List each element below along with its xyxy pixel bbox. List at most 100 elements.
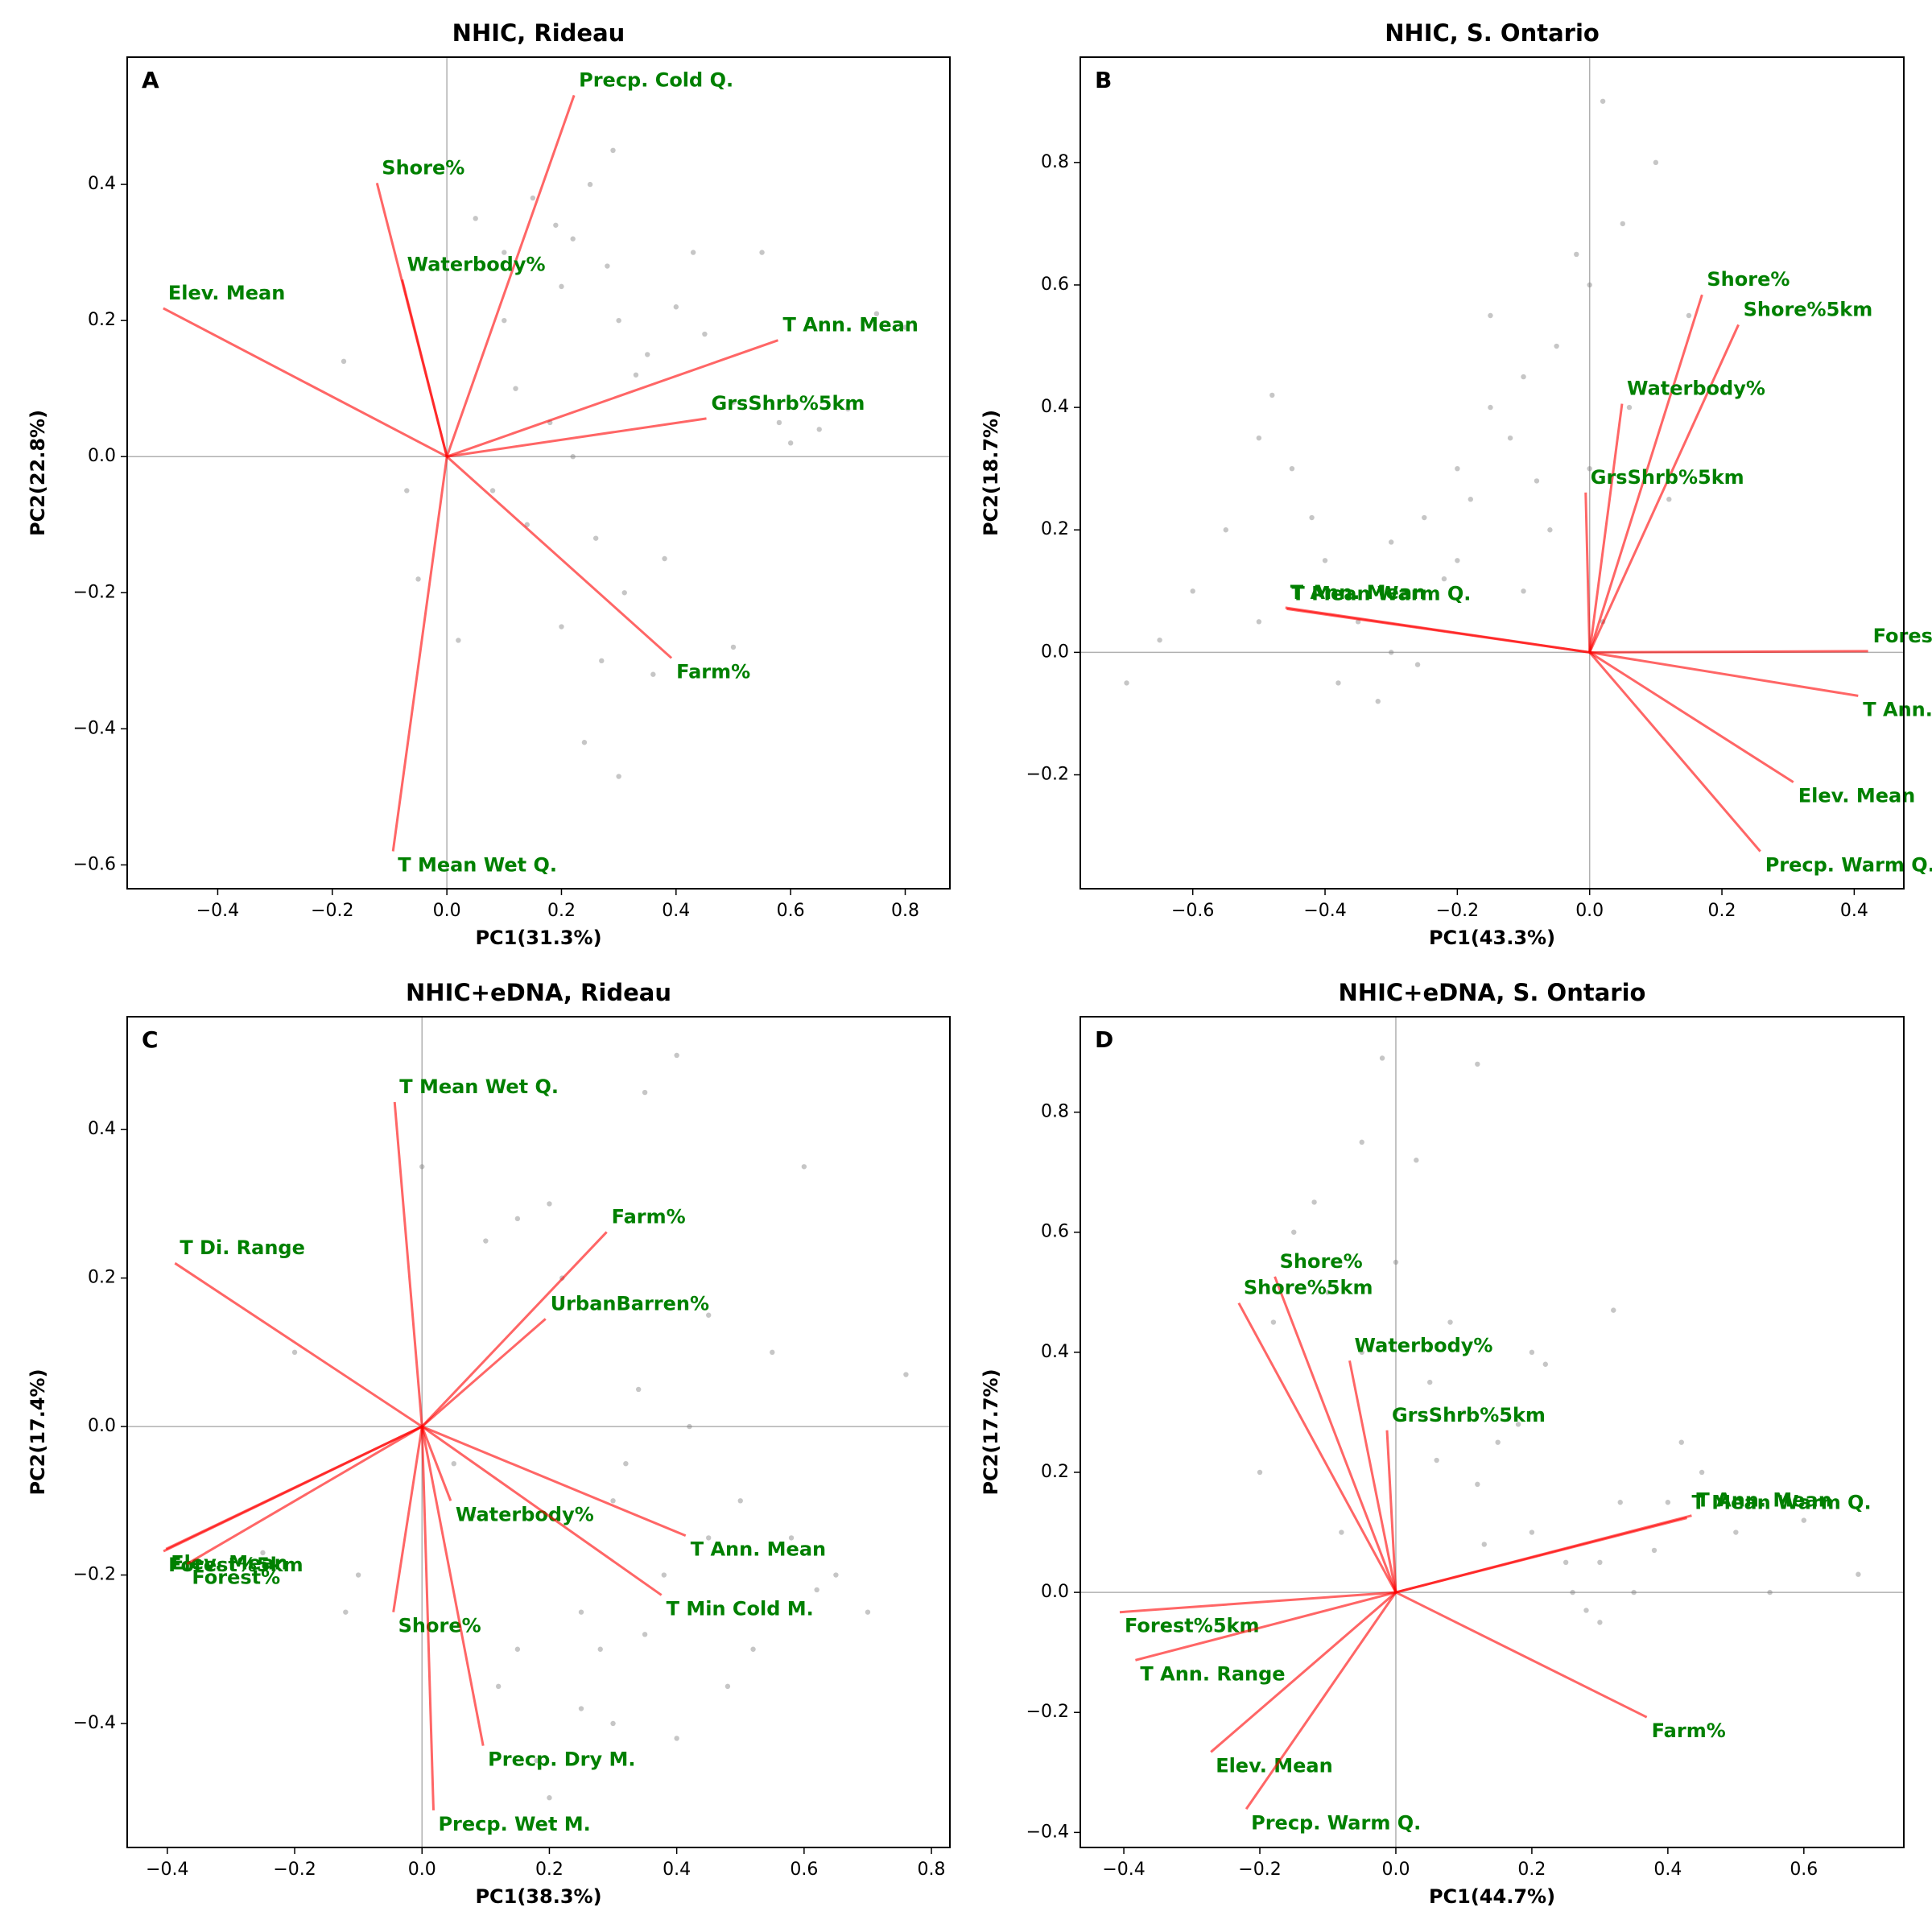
score-point [1124,680,1129,686]
loading-arrow [392,1426,423,1612]
y-tick-label: −0.2 [1026,765,1069,785]
loading-arrow [420,1426,435,1810]
y-tick-label: 0.4 [1041,397,1069,417]
score-point [1651,1547,1657,1554]
x-tick-label: 0.0 [433,901,461,921]
x-axis-label: PC1(44.7%) [1429,1885,1555,1908]
score-point [597,1646,603,1652]
x-tick-label: 0.4 [1653,1860,1682,1880]
x-tick-label: −0.2 [273,1860,316,1880]
score-point [1289,465,1295,472]
score-point [730,399,737,405]
score-point [1475,1481,1480,1488]
loading-label: Shore% [1280,1250,1363,1273]
loading-arrow [1584,492,1591,653]
y-tick-label: 0.4 [88,174,116,194]
score-point [816,427,822,432]
score-point [489,488,496,493]
loading-label: Shore% [1707,268,1790,291]
loading-label: T Mean Warm Q. [1291,582,1471,605]
score-point [787,440,794,446]
x-tick-label: −0.4 [1102,1860,1145,1880]
loading-label: Precp. Dry M. [488,1748,635,1771]
x-tick-label: 0.2 [1708,901,1736,921]
loading-label: Shore%5km [1244,1277,1373,1299]
score-point [1434,1457,1439,1463]
loading-label: Elev. Mean [1216,1754,1333,1777]
score-point [750,1646,756,1652]
loading-arrow [421,1318,547,1428]
loading-label: Precp. Warm Q. [1765,854,1932,877]
score-point [559,624,564,630]
y-tick-label: 0.0 [1041,1582,1069,1602]
loading-label: T Min Cold M. [667,1597,814,1620]
loading-label: Waterbody% [1627,378,1765,400]
score-point [473,216,478,221]
score-point [483,1238,489,1244]
loading-arrow [1589,650,1868,654]
x-tick-label: 0.2 [535,1860,564,1880]
loading-arrow [1245,1591,1397,1810]
score-point [610,1498,616,1504]
score-point [706,1312,712,1318]
score-point [833,1572,839,1578]
score-point [1157,637,1162,643]
x-tick-label: 0.0 [408,1860,436,1880]
score-point [674,1736,679,1741]
x-tick-label: −0.4 [196,901,239,921]
x-tick-label: −0.2 [1436,901,1479,921]
panel-label: D [1095,1026,1113,1053]
score-point [650,671,656,677]
score-point [788,1535,795,1541]
score-point [570,454,576,460]
score-point [645,352,650,357]
score-point [673,304,679,310]
score-point [642,1089,648,1096]
score-point [1767,1589,1773,1596]
loading-label: Precp. Cold Q. [579,68,733,91]
y-tick-label: −0.2 [1026,1702,1069,1722]
score-point [1665,1500,1671,1505]
y-tick-label: 0.0 [88,1416,116,1436]
y-axis-label: PC2(22.8%) [27,410,49,536]
y-tick-label: 0.2 [88,310,116,330]
score-point [547,1795,552,1801]
score-point [635,1386,642,1393]
y-tick-label: −0.4 [73,718,116,738]
score-point [1801,1517,1807,1523]
y-tick-label: 0.4 [88,1119,116,1139]
y-tick-label: 0.2 [88,1268,116,1288]
y-tick-label: 0.0 [88,446,116,466]
loading-arrow [1135,1591,1397,1662]
x-tick-label: 0.4 [663,1860,691,1880]
loading-label: Farm% [612,1205,686,1228]
score-point [599,658,605,664]
score-point [578,1706,584,1711]
y-tick-label: 0.8 [1041,152,1069,172]
score-point [770,1349,775,1356]
score-point [291,1349,298,1356]
score-point [1547,527,1553,533]
x-axis-label: PC1(38.3%) [475,1885,601,1908]
score-point [1325,1290,1331,1295]
score-point [662,555,667,562]
score-point [1339,1530,1344,1535]
score-point [1856,1571,1861,1577]
y-tick-label: 0.0 [1041,642,1069,662]
score-point [1311,1199,1317,1205]
score-point [737,1498,743,1504]
loading-arrow [421,1231,608,1428]
x-tick-label: 0.0 [1381,1860,1410,1880]
score-point [1375,699,1381,704]
score-point [419,1164,425,1170]
score-point [1587,282,1592,288]
panel-title: NHIC+eDNA, Rideau [406,979,671,1006]
score-point [1190,588,1195,594]
loading-label: T Mean Wet Q. [398,854,557,877]
score-point [1653,159,1659,166]
score-point [587,181,593,188]
score-point [730,644,737,650]
loading-label: UrbanBarren% [551,1292,709,1315]
x-tick-label: −0.2 [311,901,353,921]
score-point [1521,588,1526,594]
